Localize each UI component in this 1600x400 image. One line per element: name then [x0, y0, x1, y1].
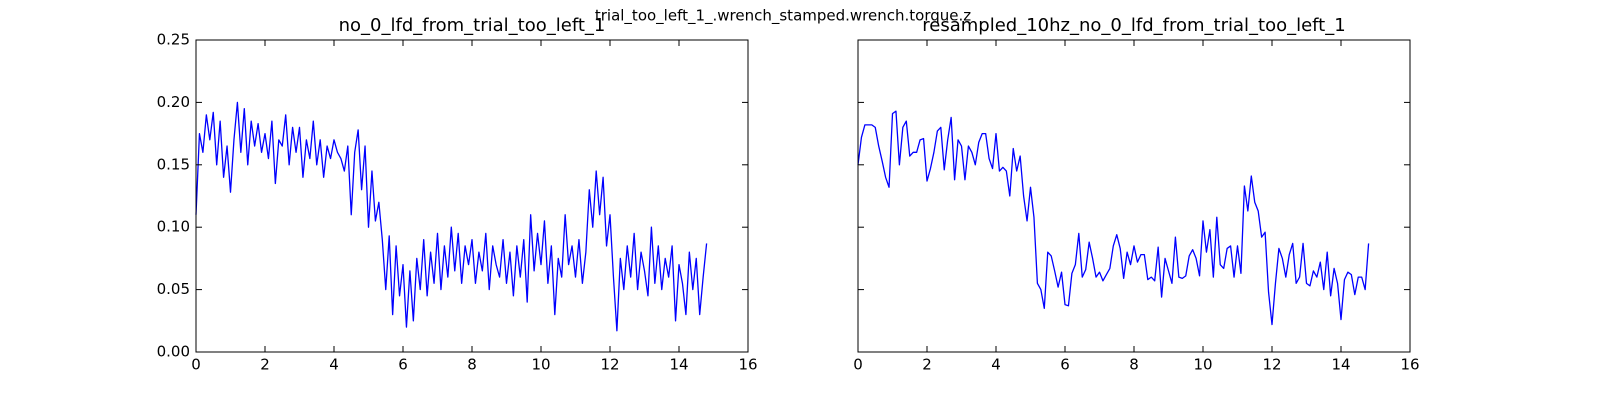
x-tick-label: 16: [738, 356, 757, 374]
x-tick-label: 0: [853, 356, 863, 374]
figure-title: trial_too_left_1_.wrench_stamped.wrench.…: [595, 7, 971, 26]
x-tick-label: 4: [329, 356, 339, 374]
y-tick-label: 0.15: [157, 155, 190, 173]
y-tick-label: 0.05: [157, 280, 190, 298]
data-line: [857, 110, 1370, 326]
x-tick-label: 14: [1331, 356, 1350, 374]
x-tick-label: 6: [398, 356, 408, 374]
x-tick-label: 0: [191, 356, 201, 374]
subplot-title: resampled_10hz_no_0_lfd_from_trial_too_l…: [922, 15, 1345, 36]
x-tick-label: 12: [600, 356, 619, 374]
y-tick-label: 0.20: [157, 93, 190, 111]
axes-frame: [195, 39, 749, 353]
x-tick-label: 14: [669, 356, 688, 374]
data-line: [195, 101, 708, 332]
y-tick-label: 0.25: [157, 31, 190, 49]
x-tick-label: 4: [991, 356, 1001, 374]
x-tick-label: 6: [1060, 356, 1070, 374]
axes-frame: [857, 39, 1411, 353]
subplot-title: no_0_lfd_from_trial_too_left_1: [339, 15, 606, 36]
x-tick-label: 12: [1262, 356, 1281, 374]
x-tick-label: 8: [467, 356, 477, 374]
x-tick-label: 2: [922, 356, 932, 374]
x-tick-label: 10: [1193, 356, 1212, 374]
x-tick-label: 2: [260, 356, 270, 374]
x-tick-label: 8: [1129, 356, 1139, 374]
y-tick-label: 0.00: [157, 343, 190, 361]
y-tick-label: 0.10: [157, 218, 190, 236]
x-tick-label: 16: [1400, 356, 1419, 374]
x-tick-label: 10: [531, 356, 550, 374]
